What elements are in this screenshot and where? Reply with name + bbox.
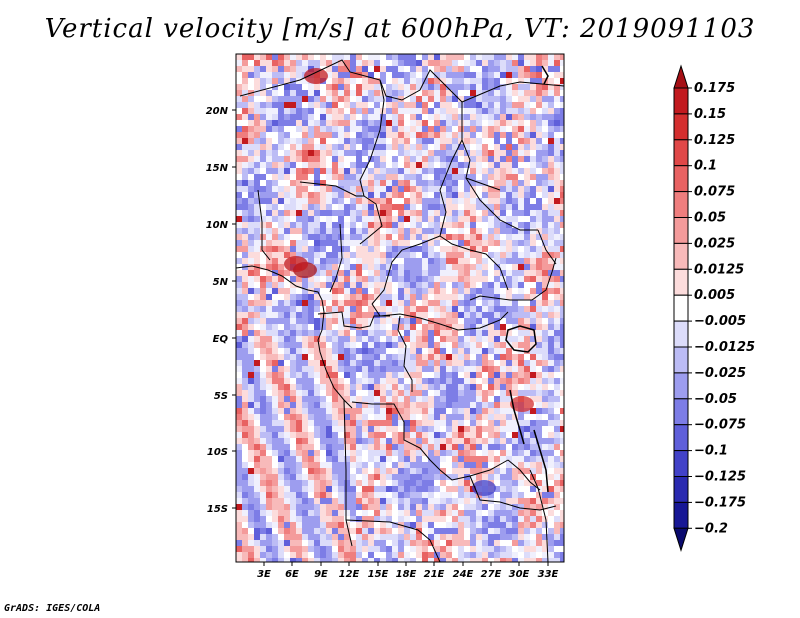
colorbar-swatch	[673, 268, 689, 296]
lat-label: 15N	[206, 163, 229, 174]
colorbar-label: −0.125	[694, 470, 746, 485]
colorbar-label: 0.05	[694, 211, 726, 226]
lat-label: 15S	[207, 504, 228, 515]
lon-label: 30E	[509, 569, 530, 580]
colorbar-swatch	[673, 191, 689, 219]
colorbar-swatch	[673, 242, 689, 270]
colorbar-swatch	[673, 294, 689, 322]
lat-label: 20N	[206, 106, 229, 117]
lat-label: EQ	[213, 334, 229, 345]
colorbar-swatch	[673, 113, 689, 141]
colorbar-swatch	[673, 424, 689, 452]
colorbar-label: 0.0125	[694, 262, 744, 277]
colorbar-swatch	[673, 450, 689, 478]
colorbar-swatch	[673, 139, 689, 167]
lat-label: 10N	[206, 220, 229, 231]
colorbar-swatch	[673, 527, 689, 552]
colorbar-swatch	[673, 165, 689, 193]
colorbar-label: −0.025	[694, 366, 746, 381]
colorbar-swatch	[673, 501, 689, 529]
colorbar-swatch	[673, 346, 689, 374]
lon-label: 24E	[453, 569, 474, 580]
colorbar: 0.175 0.15 0.125 0.1 0.075 0.05 0.025 0.0125 0.0…	[673, 64, 755, 552]
colorbar-swatch	[673, 64, 689, 89]
lon-label: 12E	[339, 569, 360, 580]
country-borders	[236, 59, 564, 562]
longitude-labels: 3E 6E 9E 12E 15E 18E 21E 24E 27E 30E 33E	[257, 562, 559, 580]
colorbar-swatch	[673, 372, 689, 400]
colorbar-swatch	[673, 320, 689, 348]
lat-label: 5S	[214, 391, 228, 402]
colorbar-swatch	[673, 87, 689, 115]
velocity-field	[236, 54, 564, 562]
latitude-labels: 20N 15N 10N 5N EQ 5S 10S 15S	[206, 106, 236, 515]
colorbar-label: −0.0125	[694, 340, 755, 355]
colorbar-label: 0.1	[694, 159, 717, 174]
colorbar-label: −0.005	[694, 314, 746, 329]
colorbar-label: −0.175	[694, 495, 746, 510]
colorbar-label: −0.1	[694, 444, 728, 459]
colorbar-label: −0.2	[694, 521, 728, 536]
lon-label: 27E	[481, 569, 502, 580]
lon-label: 6E	[285, 569, 299, 580]
colorbar-label: 0.075	[694, 185, 735, 200]
colorbar-label: 0.175	[694, 81, 735, 96]
lat-label: 10S	[207, 447, 228, 458]
grads-credit: GrADS: IGES/COLA	[4, 603, 101, 614]
lon-label: 18E	[396, 569, 417, 580]
colorbar-label: 0.005	[694, 288, 735, 303]
lon-label: 21E	[424, 569, 445, 580]
colorbar-label: −0.05	[694, 392, 737, 407]
colorbar-label: 0.15	[694, 107, 726, 122]
lon-label: 33E	[538, 569, 559, 580]
lon-label: 9E	[314, 569, 328, 580]
colorbar-swatch	[673, 398, 689, 426]
lon-label: 3E	[257, 569, 271, 580]
map-title: Vertical velocity [m/s] at 600hPa, VT: 2…	[44, 14, 756, 44]
map-figure: 20N 15N 10N 5N EQ 5S 10S 15S 3E 6E 9E 12E 15E 18E 21E…	[206, 53, 755, 580]
colorbar-label: −0.075	[694, 418, 746, 433]
map-frame	[235, 53, 565, 563]
colorbar-label: 0.025	[694, 236, 735, 251]
lon-label: 15E	[368, 569, 389, 580]
colorbar-swatch	[673, 476, 689, 503]
colorbar-label: 0.125	[694, 133, 735, 148]
lat-label: 5N	[213, 277, 229, 288]
colorbar-swatch	[673, 217, 689, 244]
